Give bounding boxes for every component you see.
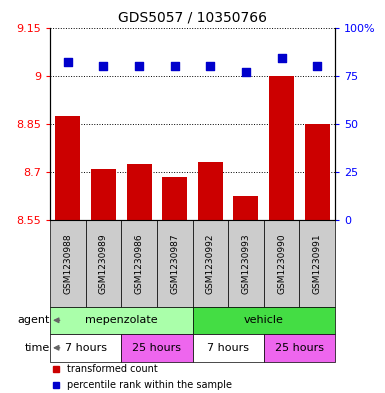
Point	[136, 63, 142, 69]
Point	[172, 63, 178, 69]
Bar	[198, 162, 223, 220]
Bar	[55, 116, 80, 220]
Text: GSM1230987: GSM1230987	[170, 233, 179, 294]
Text: 25 hours: 25 hours	[275, 343, 324, 353]
Bar	[192, 334, 264, 362]
Text: GSM1230992: GSM1230992	[206, 233, 215, 294]
Title: GDS5057 / 10350766: GDS5057 / 10350766	[118, 11, 267, 25]
Text: percentile rank within the sample: percentile rank within the sample	[67, 380, 232, 390]
Bar	[127, 164, 152, 220]
Bar	[264, 334, 335, 362]
Bar	[121, 220, 157, 307]
Text: vehicle: vehicle	[244, 315, 284, 325]
Bar	[192, 220, 228, 307]
Bar	[85, 220, 121, 307]
Bar	[157, 220, 192, 307]
Point	[65, 59, 71, 65]
Text: transformed count: transformed count	[67, 364, 158, 375]
Point	[100, 63, 107, 69]
Bar	[192, 307, 335, 334]
Text: agent: agent	[18, 315, 50, 325]
Bar	[91, 169, 116, 220]
Bar	[162, 177, 187, 220]
Bar	[269, 75, 294, 220]
Bar	[50, 334, 121, 362]
Text: GSM1230991: GSM1230991	[313, 233, 321, 294]
Bar	[264, 220, 300, 307]
Point	[207, 63, 213, 69]
Point	[314, 63, 320, 69]
Text: mepenzolate: mepenzolate	[85, 315, 157, 325]
Bar	[121, 334, 192, 362]
Text: GSM1230990: GSM1230990	[277, 233, 286, 294]
Bar	[50, 220, 85, 307]
Bar	[300, 220, 335, 307]
Text: GSM1230993: GSM1230993	[241, 233, 250, 294]
Text: 7 hours: 7 hours	[207, 343, 249, 353]
Text: GSM1230989: GSM1230989	[99, 233, 108, 294]
Bar	[305, 124, 330, 220]
Bar	[233, 196, 258, 220]
Text: 7 hours: 7 hours	[65, 343, 107, 353]
Bar	[228, 220, 264, 307]
Text: GSM1230986: GSM1230986	[135, 233, 144, 294]
Text: time: time	[25, 343, 50, 353]
Text: GSM1230988: GSM1230988	[64, 233, 72, 294]
Point	[278, 55, 285, 61]
Point	[243, 69, 249, 75]
Text: 25 hours: 25 hours	[132, 343, 181, 353]
Bar	[50, 307, 192, 334]
